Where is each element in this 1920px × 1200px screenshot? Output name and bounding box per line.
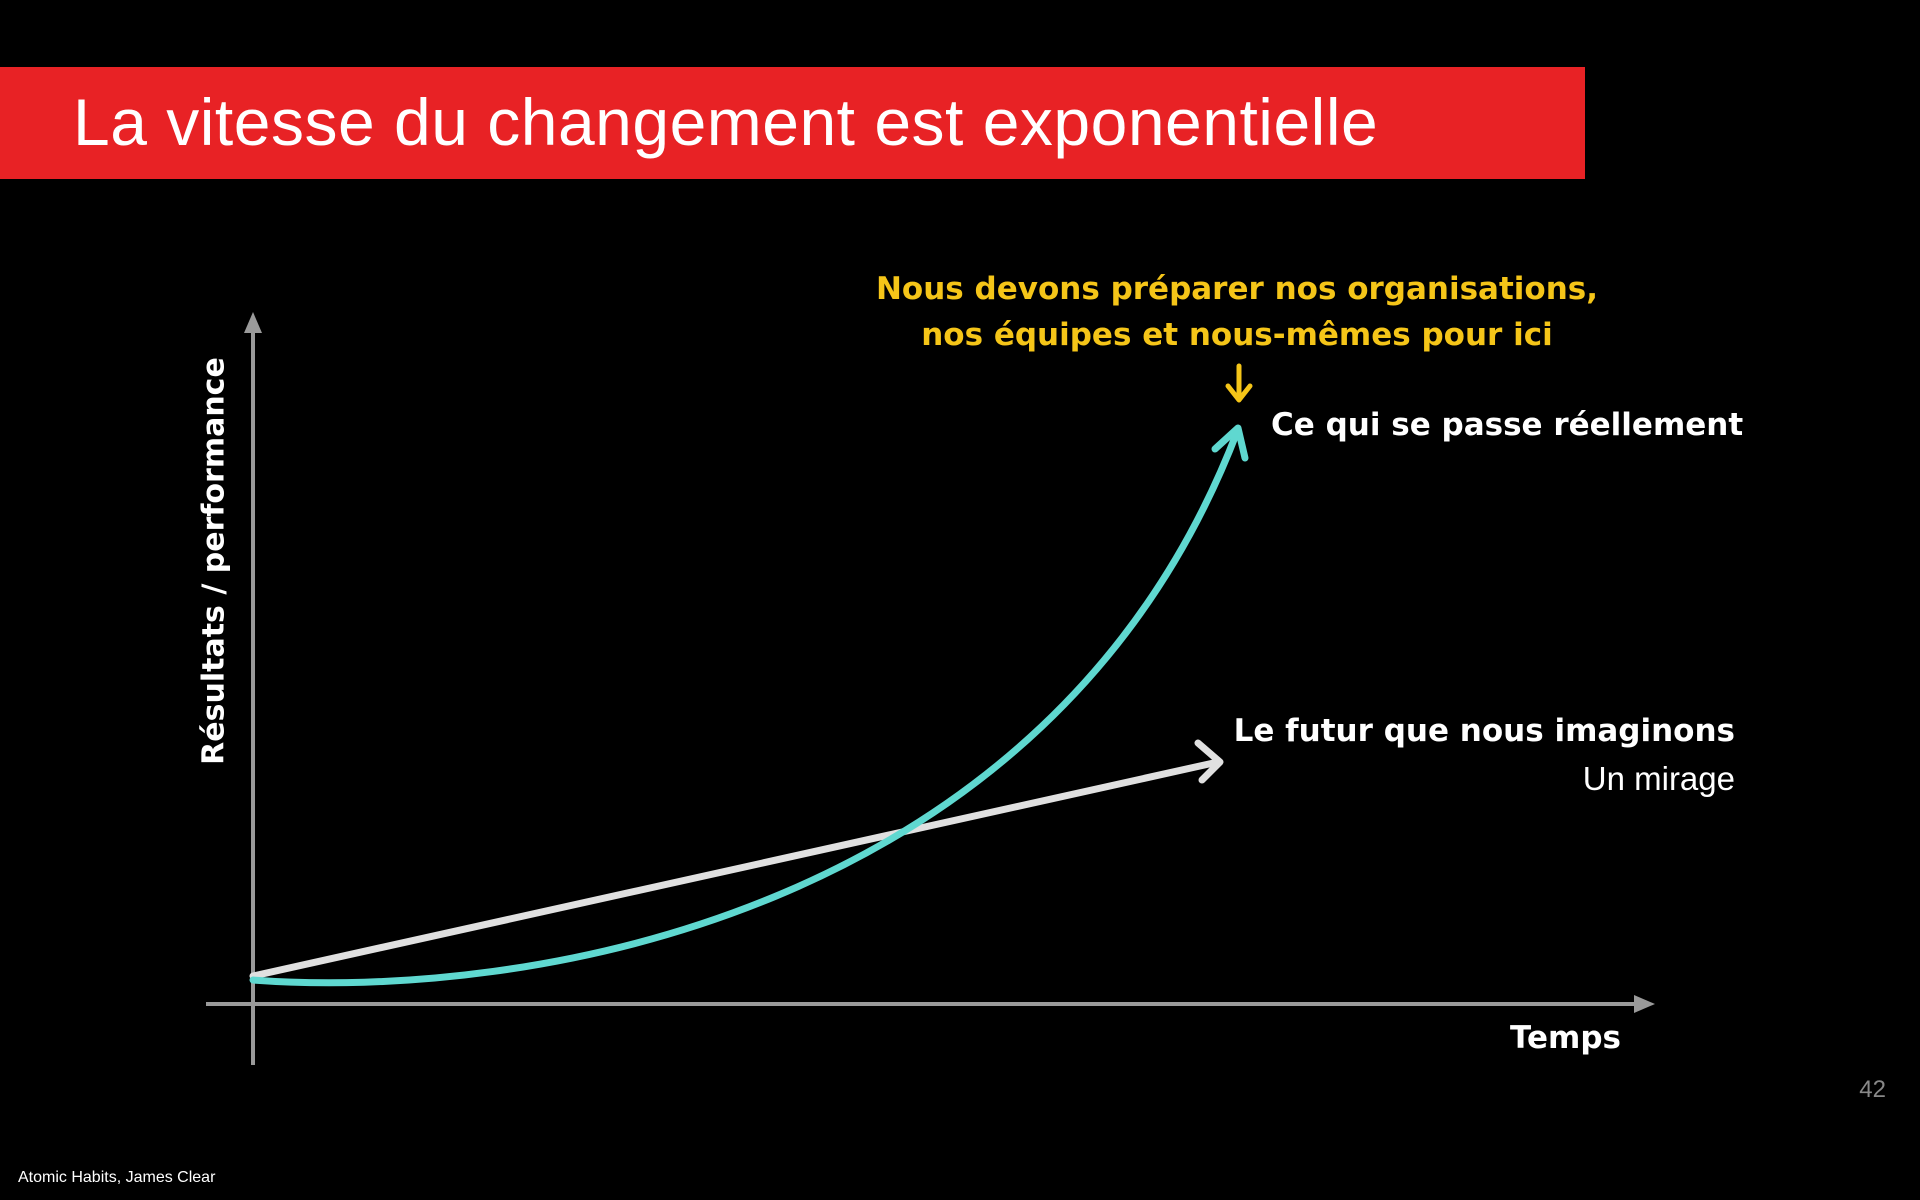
callout-arrow	[1225, 363, 1253, 403]
x-axis-label: Temps	[1510, 1020, 1621, 1056]
callout-line-2: nos équipes et nous-mêmes pour ici	[921, 317, 1553, 353]
exponential-curve	[249, 424, 1249, 987]
y-axis-label: Résultats / performance	[196, 357, 232, 765]
x-axis	[206, 995, 1655, 1013]
linear-line	[249, 739, 1224, 980]
slide-title: La vitesse du changement est exponentiel…	[73, 85, 1379, 159]
page-number: 42	[1859, 1076, 1886, 1103]
callout-line-1: Nous devons préparer nos organisations,	[875, 271, 1598, 307]
title-banner	[0, 67, 1585, 179]
y-axis	[244, 312, 262, 1065]
linear-sublabel: Un mirage	[1582, 760, 1735, 797]
source-footer: Atomic Habits, James Clear	[18, 1169, 216, 1186]
linear-label: Le futur que nous imaginons	[1233, 713, 1735, 749]
exponential-label: Ce qui se passe réellement	[1271, 407, 1744, 443]
